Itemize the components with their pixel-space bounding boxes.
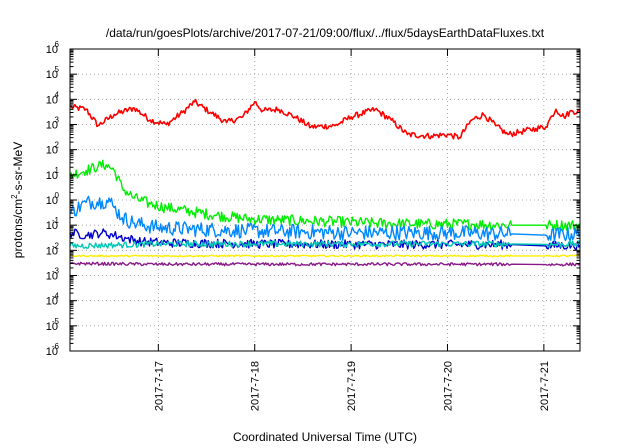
y-tick-label: 10-5 xyxy=(46,317,60,333)
x-axis: 2017-7-17 2017-7-18 2017-7-19 2017-7-20 2017… xyxy=(153,49,551,411)
y-tick-label: 102 xyxy=(46,141,60,157)
y-tick-label: 10-1 xyxy=(46,216,60,232)
y-tick-label: 100 xyxy=(46,191,60,207)
y-tick-label: 106 xyxy=(46,40,60,56)
y-axis: 10-6 10-5 10-4 10-3 10-2 10-1 100 101 102 103 104 1… xyxy=(46,40,580,358)
series-line xyxy=(69,261,581,267)
y-tick-label: 10-6 xyxy=(46,342,60,358)
x-tick-label: 2017-7-21 xyxy=(539,361,551,411)
x-tick-label: 2017-7-17 xyxy=(153,361,165,411)
series-line xyxy=(69,195,581,242)
y-tick-label: 104 xyxy=(46,90,60,106)
x-tick-label: 2017-7-19 xyxy=(346,361,358,411)
series-group xyxy=(69,98,581,267)
series-line xyxy=(69,254,581,258)
series-line xyxy=(69,228,581,251)
y-tick-label: 10-3 xyxy=(46,267,60,283)
x-tick-label: 2017-7-18 xyxy=(250,361,262,411)
series-line xyxy=(69,98,581,140)
y-tick-label: 10-4 xyxy=(46,292,60,308)
y-tick-label: 105 xyxy=(46,65,60,81)
y-tick-label: 103 xyxy=(46,116,60,132)
y-tick-label: 101 xyxy=(46,166,60,182)
y-tick-label: 10-2 xyxy=(46,241,60,257)
x-axis-label: Coordinated Universal Time (UTC) xyxy=(233,430,417,444)
x-tick-label: 2017-7-20 xyxy=(442,361,454,411)
series-line xyxy=(69,159,581,232)
chart-title: /data/run/goesPlots/archive/2017-07-21/0… xyxy=(106,26,545,40)
y-axis-label: protons/cm2-s-sr-MeV xyxy=(10,142,25,258)
series-line xyxy=(69,240,581,249)
